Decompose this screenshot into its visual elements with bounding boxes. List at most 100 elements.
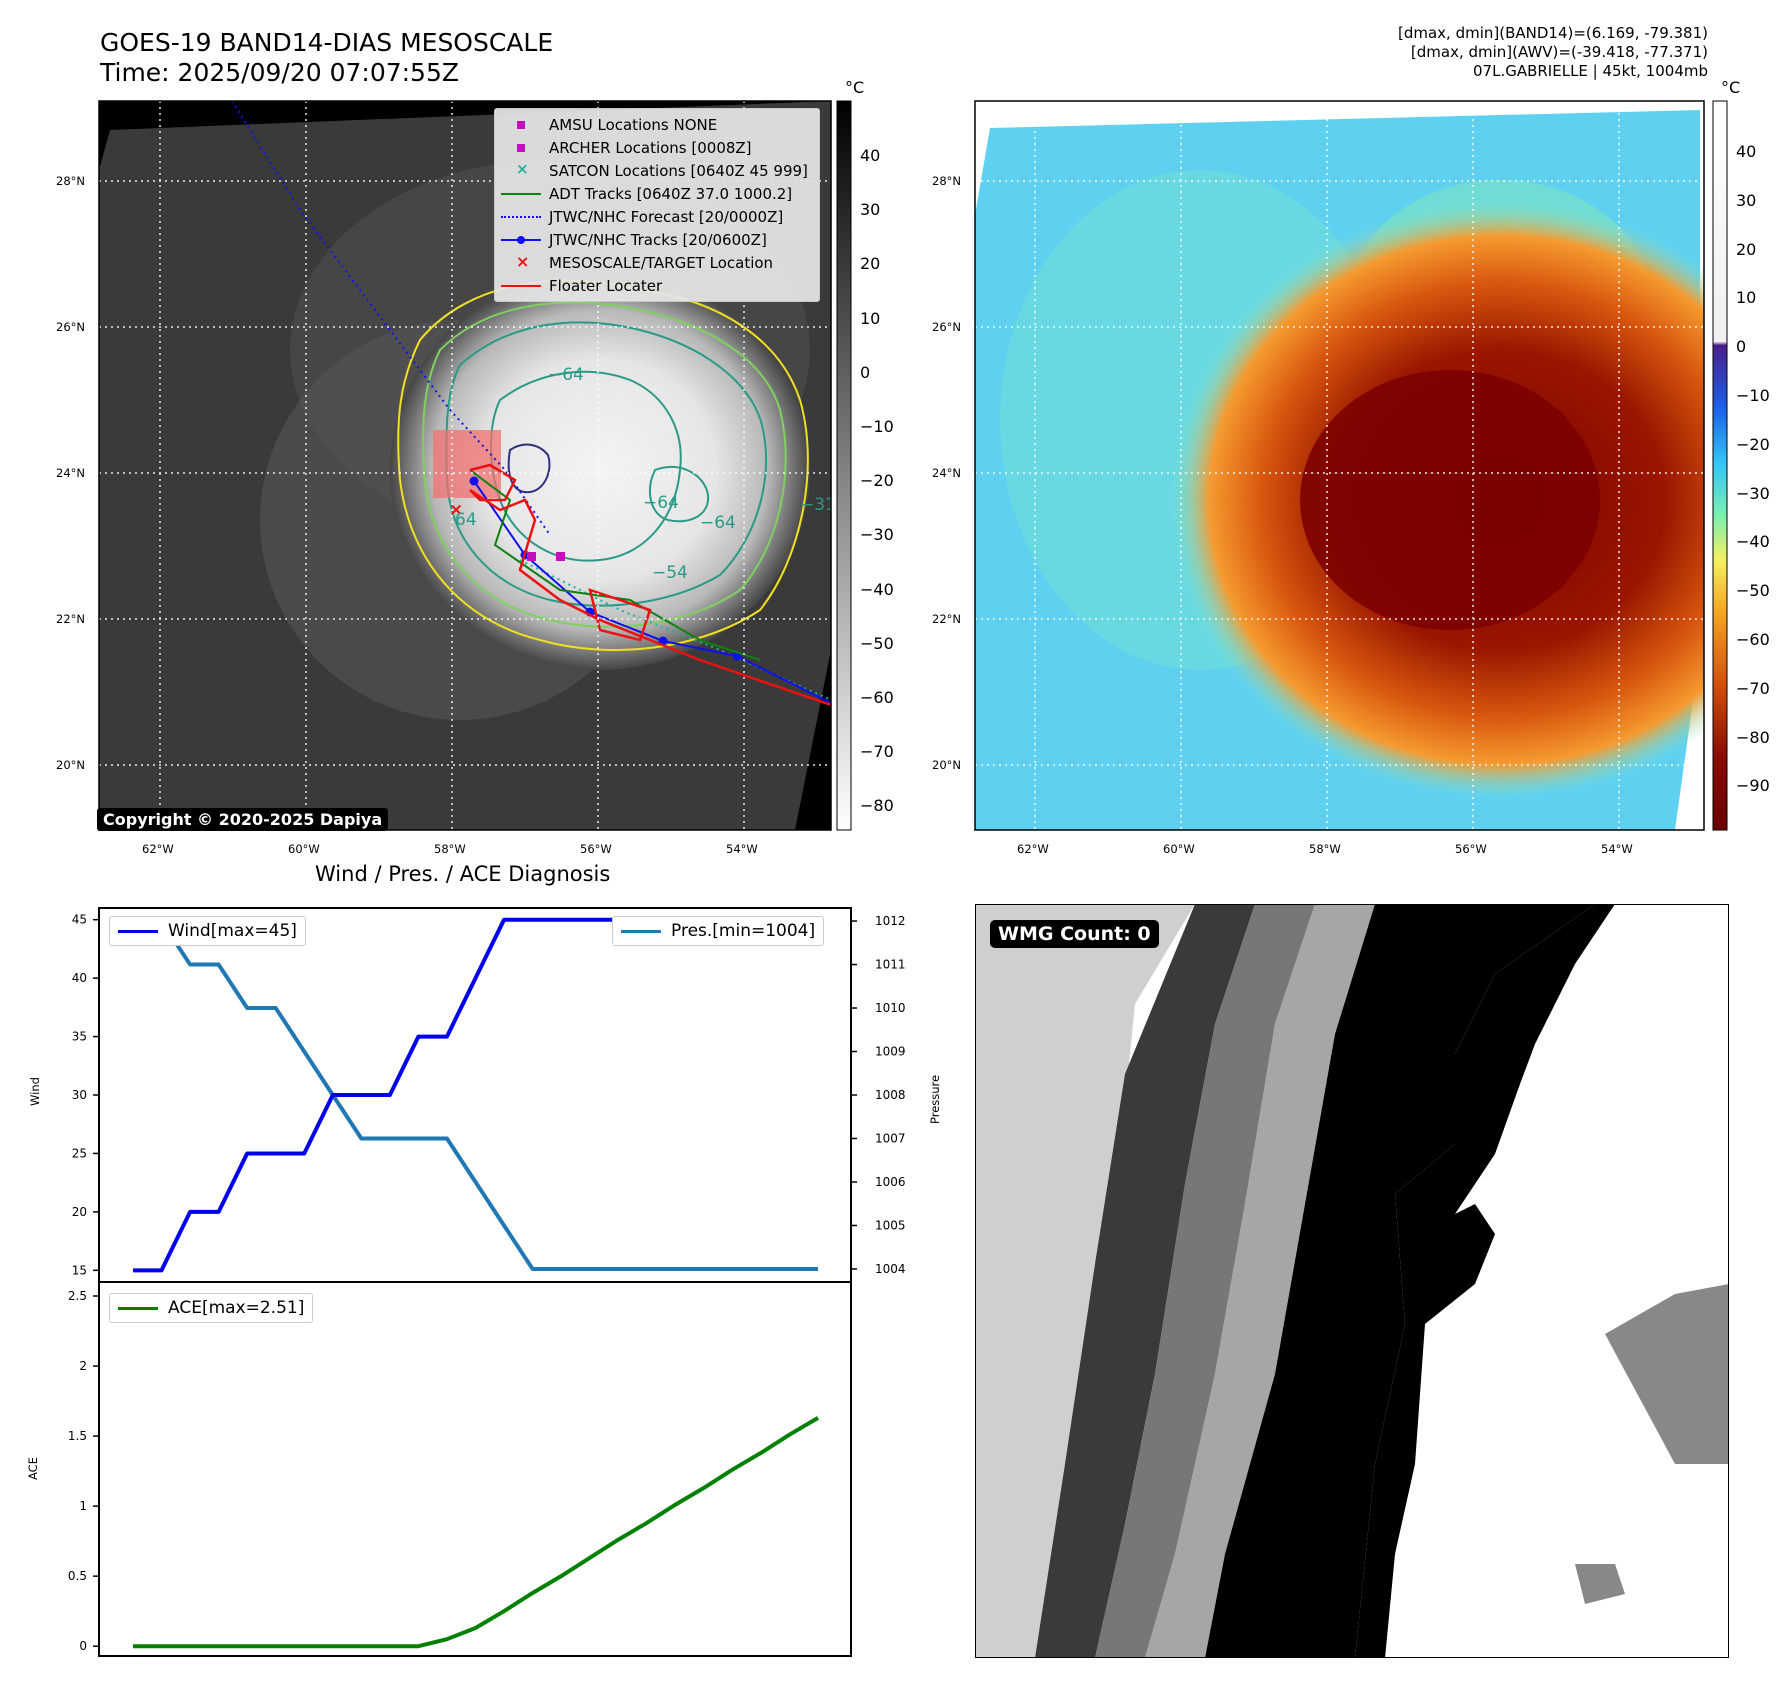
floater-box — [588, 588, 652, 642]
wmg-band-gray — [1145, 904, 1375, 1658]
ace-ylabel: ACE — [26, 1457, 40, 1480]
chart-title: GOES-19 BAND14-DIAS MESOSCALE — [100, 28, 554, 57]
colorbar-right-unit: °C — [1721, 78, 1741, 97]
wmg-band-light — [975, 904, 1195, 1658]
pressure-tick-label: 1010 — [875, 1001, 906, 1015]
colorbar-right-tick-label: 20 — [1736, 239, 1757, 259]
colorbar-left-tick-label: −70 — [860, 742, 894, 762]
lon-label: 56°W — [580, 842, 612, 856]
floater-locater — [469, 463, 831, 707]
colorbar-left-tick-label: 10 — [860, 308, 881, 328]
ace-frame — [98, 1281, 852, 1657]
pressure-tick-label: 1005 — [875, 1218, 906, 1232]
legend-item-target: × MESOSCALE/TARGET Location — [501, 251, 813, 274]
contour-label: −54 — [652, 563, 688, 583]
colorbar-left-tick-label: 30 — [860, 200, 881, 220]
colorbar-right — [1712, 100, 1728, 831]
colorbar-right-tick-label: −20 — [1736, 434, 1770, 454]
contour-label: −64 — [548, 365, 584, 385]
lat-label: 28°N — [56, 174, 85, 188]
lon-label: 56°W — [1455, 842, 1487, 856]
wmg-band-black — [1205, 904, 1595, 1658]
line-icon — [501, 279, 541, 293]
adt-track — [469, 469, 761, 661]
colorbar-left — [836, 100, 852, 831]
diag-title: Wind / Pres. / ACE Diagnosis — [315, 862, 611, 886]
map2-grid — [975, 101, 1704, 830]
mesoscale-target-box — [433, 430, 501, 498]
colorbar-left-tick-label: −50 — [860, 633, 894, 653]
pressure-tick-label: 1008 — [875, 1088, 906, 1102]
lat-label: 22°N — [932, 612, 961, 626]
map-frame — [98, 100, 832, 831]
legend-item-satcon: × SATCON Locations [0640Z 45 999] — [501, 159, 813, 182]
colorbar-left-tick-label: −60 — [860, 688, 894, 707]
wind-ylabel: Wind — [28, 1077, 42, 1106]
pressure-tick-label: 1012 — [875, 914, 906, 928]
info-band14: [dmax, dmin](BAND14)=(6.169, -79.381) — [1397, 24, 1708, 42]
lon-label: 62°W — [142, 842, 174, 856]
wind-tick-label: 40 — [72, 971, 87, 985]
ace-tick-label: 1 — [79, 1499, 87, 1513]
legend-item-floater: Floater Locater — [501, 274, 813, 297]
wmg-band-mid — [1095, 904, 1315, 1658]
x-marker-icon: × — [516, 159, 529, 178]
wmg-panel-svg — [975, 904, 1729, 1658]
cdo-cloud — [390, 270, 810, 670]
colorbar-left-tick-label: 0 — [860, 362, 871, 382]
colorbar-right-tick-label: 40 — [1736, 142, 1757, 161]
contour-label: −64 — [700, 513, 736, 533]
info-storm: 07L.GABRIELLE | 45kt, 1004mb — [1473, 62, 1708, 80]
lon-label: 58°W — [434, 842, 466, 856]
info-block: [dmax, dmin](BAND14)=(6.169, -79.381) [d… — [1208, 24, 1708, 81]
ace-tick-label: 0.5 — [68, 1569, 87, 1583]
lon-label: 60°W — [1163, 842, 1195, 856]
pressure-tick-label: 1004 — [875, 1262, 906, 1276]
colorbar-right-tick-label: 30 — [1736, 190, 1757, 210]
lon-label: 54°W — [1601, 842, 1633, 856]
lat-label: 24°N — [932, 466, 961, 480]
colorbar-left-tick-label: 20 — [860, 254, 881, 274]
archer-marker — [527, 552, 536, 561]
info-awv: [dmax, dmin](AWV)=(-39.418, -77.371) — [1410, 43, 1708, 61]
pressure-line — [133, 919, 818, 1271]
copyright-badge: Copyright © 2020-2025 Dapiya — [97, 808, 389, 831]
contour-label: −64 — [643, 493, 679, 513]
contour-teal — [445, 321, 767, 607]
ir-map-svg: × −64 −64 −64 −54 −31 64 — [98, 100, 1728, 831]
ace-tick-label: 2 — [79, 1359, 87, 1373]
colorbar-right-tick-label: −60 — [1736, 630, 1770, 649]
ace-legend: ACE[max=2.51] — [109, 1293, 314, 1323]
lat-label: 24°N — [56, 466, 85, 480]
contour-green — [422, 301, 787, 628]
wind-tick-label: 20 — [72, 1205, 87, 1219]
wmg-band-dark — [1035, 904, 1255, 1658]
colorbar-left-tick-label: −40 — [860, 579, 894, 599]
line-icon — [501, 187, 541, 201]
lon-label: 58°W — [1309, 842, 1341, 856]
pressure-tick-label: 1007 — [875, 1131, 906, 1145]
colorbar-left-unit: °C — [845, 78, 865, 97]
jtwc-track — [473, 480, 831, 704]
pressure-tick-label: 1009 — [875, 1045, 906, 1059]
wmg-count-badge: WMG Count: 0 — [990, 920, 1159, 948]
colorbar-left-tick-label: −20 — [860, 471, 894, 491]
satcon-track — [519, 559, 831, 701]
wind-line — [133, 917, 818, 1273]
lon-label: 54°W — [726, 842, 758, 856]
legend-item-amsu: AMSU Locations NONE — [501, 113, 813, 136]
lon-label: 62°W — [1017, 842, 1049, 856]
ace-line — [133, 1416, 820, 1649]
legend-item-forecast: JTWC/NHC Forecast [20/0000Z] — [501, 205, 813, 228]
chart-time: Time: 2025/09/20 07:07:55Z — [100, 58, 459, 87]
colorbar-left-tick-label: −30 — [860, 525, 894, 545]
colorbar-left-tick-label: −10 — [860, 417, 894, 436]
map-grid — [99, 101, 831, 830]
map-legend: AMSU Locations NONE ARCHER Locations [00… — [494, 108, 820, 302]
contour-small — [648, 465, 710, 523]
pres-line-icon — [621, 929, 661, 933]
contour-label: 64 — [455, 510, 477, 530]
ace-tick-label: 0 — [79, 1639, 87, 1653]
lat-label: 20°N — [932, 758, 961, 772]
colorbar-right-tick-label: −30 — [1736, 483, 1770, 503]
